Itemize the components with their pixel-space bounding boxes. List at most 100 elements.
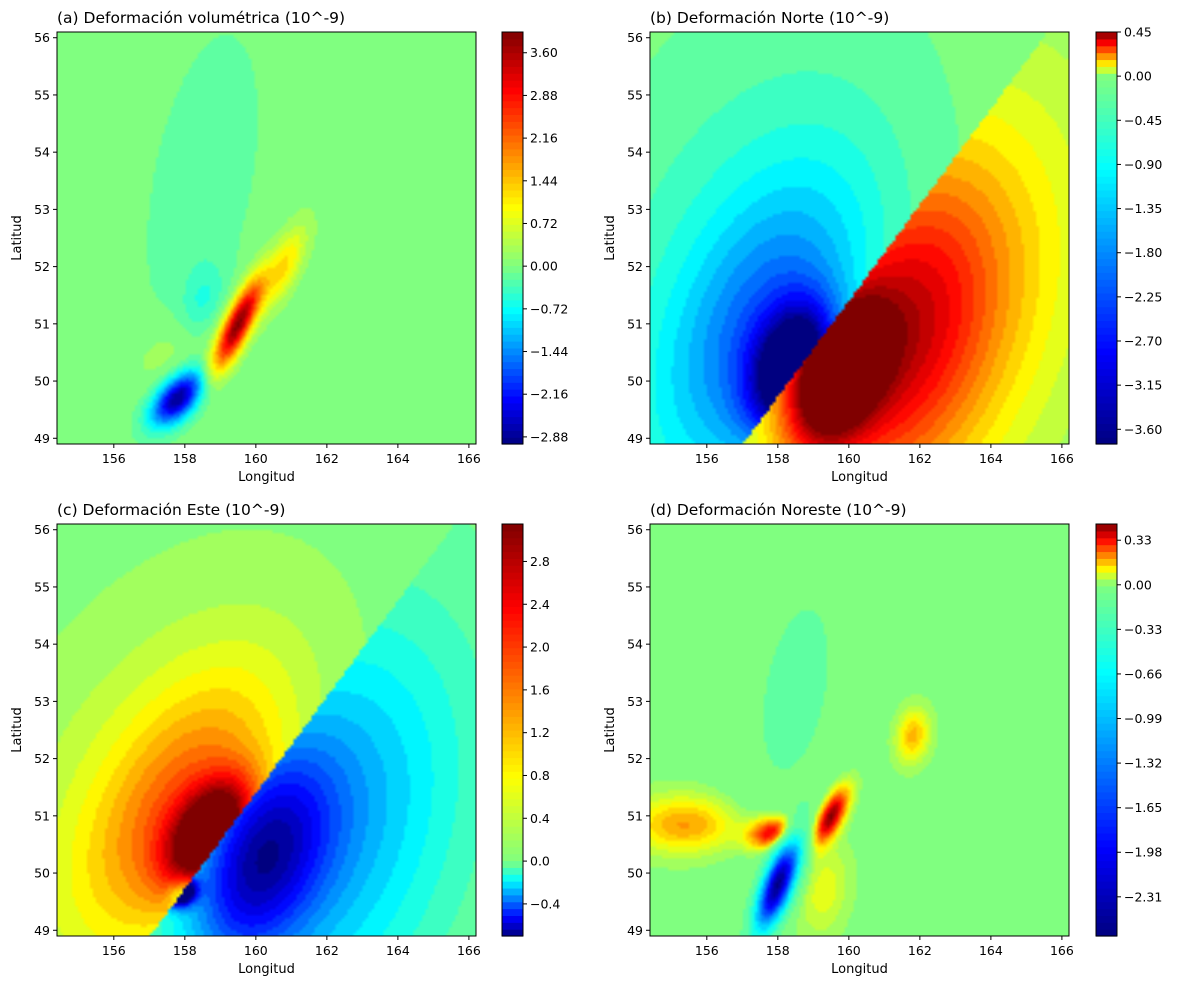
colorbar-band xyxy=(1096,736,1117,745)
colorbar-band xyxy=(502,819,523,827)
plot-frame xyxy=(649,523,1070,937)
colorbar-band xyxy=(502,244,523,253)
colorbar-band xyxy=(502,148,523,157)
colorbar-band xyxy=(1096,155,1117,164)
colorbar-band xyxy=(1096,558,1117,566)
colorbar-band xyxy=(502,675,523,683)
colorbar-band xyxy=(502,183,523,191)
colorbar-band xyxy=(1096,585,1117,594)
x-axis-label: Longitud xyxy=(238,470,295,485)
chart-title: (a) Deformación volumétrica (10^-9) xyxy=(57,9,345,27)
colorbar-band xyxy=(1096,210,1117,218)
colorbar-band xyxy=(1096,59,1117,67)
colorbar-band xyxy=(502,716,523,724)
colorbar-band xyxy=(1096,805,1117,813)
colorbar-band xyxy=(1096,901,1117,910)
x-tick-label: 158 xyxy=(173,943,197,958)
y-tick-label: 53 xyxy=(34,694,50,709)
colorbar-band xyxy=(502,798,523,807)
colorbar-band xyxy=(1096,798,1117,807)
colorbar-tick-label: −0.99 xyxy=(1124,711,1162,726)
colorbar-band xyxy=(1096,272,1117,280)
colorbar-band xyxy=(502,661,523,669)
y-tick-label: 53 xyxy=(627,694,643,709)
colorbar-band xyxy=(1096,148,1117,157)
colorbar-band xyxy=(502,908,523,916)
colorbar-band xyxy=(502,551,523,559)
colorbar-band xyxy=(502,224,523,232)
colorbar-band xyxy=(502,320,523,328)
colorbar-band xyxy=(502,929,523,937)
panel-3: (d) Deformación Noreste (10^-9) 156 158 160… xyxy=(603,501,1162,977)
colorbar-band xyxy=(1096,592,1117,601)
colorbar-band xyxy=(502,867,523,875)
colorbar-band xyxy=(502,853,523,862)
colorbar-band xyxy=(1096,908,1117,916)
colorbar-band xyxy=(1096,578,1117,587)
colorbar-band xyxy=(1096,169,1117,177)
colorbar-band xyxy=(502,32,523,40)
colorbar-band xyxy=(1096,354,1117,363)
y-tick-label: 51 xyxy=(34,808,50,823)
colorbar-band xyxy=(1096,723,1117,731)
colorbar-band xyxy=(1096,833,1117,841)
colorbar-band xyxy=(1096,279,1117,287)
y-tick-label: 55 xyxy=(34,87,50,102)
colorbar-band xyxy=(502,688,523,697)
chart-title: (b) Deformación Norte (10^-9) xyxy=(650,9,889,27)
x-tick-label: 160 xyxy=(837,943,861,958)
colorbar-band xyxy=(1096,572,1117,580)
colorbar-band xyxy=(1096,757,1117,765)
colorbar-band xyxy=(1096,196,1117,205)
colorbar-band xyxy=(502,189,523,198)
panel-0: (a) Deformación volumétrica (10^-9) 156 15… xyxy=(10,9,568,485)
colorbar-tick-label: 2.0 xyxy=(530,640,550,655)
colorbar-tick-label: −0.66 xyxy=(1124,666,1162,681)
x-tick-label: 158 xyxy=(766,943,790,958)
colorbar-band xyxy=(502,141,523,150)
colorbar-band xyxy=(502,778,523,786)
colorbar-band xyxy=(502,107,523,115)
colorbar-band xyxy=(1096,100,1117,109)
colorbar: −2.88 −2.16 −1.44 −0.72 0.00 0.72 1.44 2.16 2.88… xyxy=(501,31,568,445)
colorbar-band xyxy=(1096,929,1117,937)
colorbar-band xyxy=(1096,922,1117,930)
colorbar-band xyxy=(502,299,523,308)
y-tick-label: 54 xyxy=(627,637,643,652)
colorbar-band xyxy=(1096,251,1117,260)
colorbar-band xyxy=(1096,258,1117,267)
colorbar-band xyxy=(1096,409,1117,418)
x-tick-label: 166 xyxy=(1050,451,1074,466)
x-axis-label: Longitud xyxy=(238,962,295,977)
y-tick-label: 49 xyxy=(34,923,50,938)
colorbar-band xyxy=(502,341,523,349)
y-tick-label: 52 xyxy=(627,751,643,766)
colorbar-band xyxy=(1096,915,1117,923)
colorbar-tick-label: −1.32 xyxy=(1124,756,1162,771)
colorbar-band xyxy=(502,613,523,621)
colorbar-tick-label: −2.31 xyxy=(1124,889,1162,904)
y-tick-label: 50 xyxy=(34,866,50,881)
colorbar-band xyxy=(1096,894,1117,903)
y-tick-label: 52 xyxy=(627,259,643,274)
colorbar-band xyxy=(1096,347,1117,356)
colorbar-tick-label: 1.44 xyxy=(530,173,558,188)
colorbar-band xyxy=(502,743,523,752)
y-tick-label: 54 xyxy=(627,145,643,160)
colorbar-band xyxy=(502,334,523,342)
colorbar-band xyxy=(1096,389,1117,397)
colorbar-band xyxy=(502,368,523,376)
colorbar-band xyxy=(1096,341,1117,349)
colorbar-band xyxy=(502,66,523,74)
colorbar-band xyxy=(502,578,523,587)
colorbar-band xyxy=(1096,819,1117,827)
colorbar-band xyxy=(1096,382,1117,390)
colorbar-band xyxy=(502,606,523,614)
colorbar-band xyxy=(1096,141,1117,150)
colorbar-band xyxy=(1096,839,1117,848)
colorbar-band xyxy=(1096,887,1117,896)
colorbar-frame xyxy=(501,523,524,937)
colorbar-band xyxy=(502,272,523,280)
colorbar-band xyxy=(502,265,523,273)
colorbar-band xyxy=(502,409,523,418)
